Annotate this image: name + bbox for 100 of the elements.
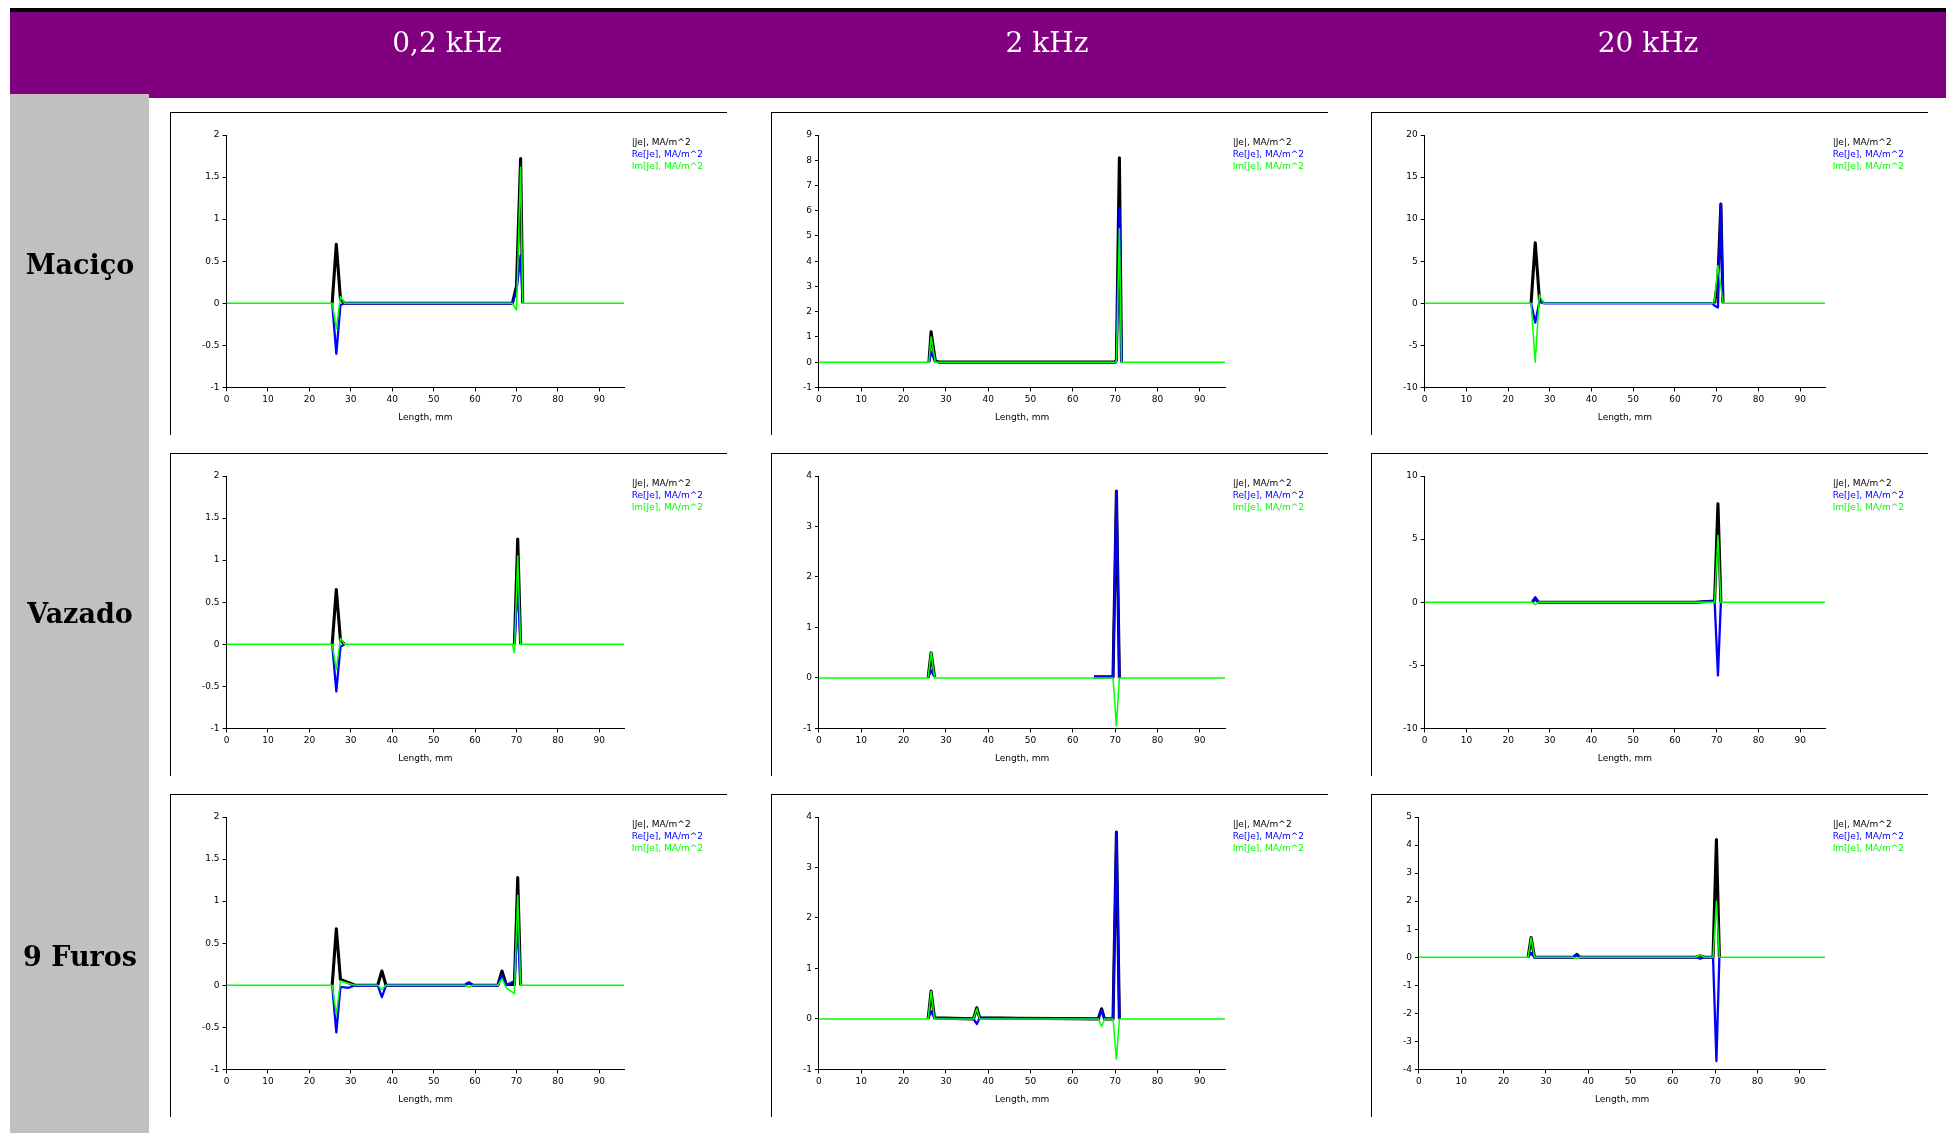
- x-tick-label: 0: [223, 1076, 230, 1087]
- x-axis-title: Length, mm: [1594, 1093, 1650, 1104]
- text: Im[Je], MA/m^2: [1232, 501, 1305, 512]
- x-tick-label: 30: [1540, 1076, 1552, 1087]
- text: |Je|, MA/m^2: [1232, 477, 1292, 488]
- y-tick-label: -0.5: [202, 1021, 220, 1032]
- x-tick-label: 10: [262, 735, 274, 746]
- x-tick-label: 20: [303, 394, 316, 405]
- text: Im[Je], MA/m^2: [1232, 842, 1305, 853]
- y-tick-label: 0.5: [205, 937, 220, 948]
- x-tick-label: 0: [1421, 735, 1428, 746]
- y-tick-label: 1.5: [205, 512, 220, 523]
- x-tick-label: 80: [552, 1076, 564, 1087]
- x-tick-label: 80: [552, 394, 564, 405]
- x-tick-label: 90: [1194, 394, 1206, 405]
- x-tick-label: 30: [940, 394, 952, 405]
- y-tick-label: 1: [213, 895, 220, 906]
- x-tick-label: 80: [1752, 394, 1765, 405]
- x-axis-title: Length, mm: [398, 411, 453, 422]
- y-tick-label: 5: [806, 230, 812, 241]
- y-tick-label: -10: [1403, 722, 1418, 733]
- x-tick-label: 10: [1455, 1076, 1468, 1087]
- y-tick-label: 0: [1406, 951, 1413, 962]
- y-tick-label: 6: [806, 205, 813, 216]
- text: 20 kHz: [1597, 26, 1699, 59]
- x-tick-label: 70: [510, 735, 523, 746]
- x-tick-label: 20: [1502, 394, 1515, 405]
- x-tick-label: 40: [1585, 735, 1598, 746]
- y-tick-label: -1: [210, 1063, 220, 1074]
- y-tick-label: 0: [213, 638, 220, 649]
- text: |Je|, MA/m^2: [1832, 477, 1892, 488]
- x-tick-label: 70: [510, 394, 523, 405]
- text: |Je|, MA/m^2: [631, 477, 691, 488]
- y-tick-label: 3: [806, 520, 812, 531]
- text: |Je|, MA/m^2: [631, 818, 691, 829]
- y-tick-label: 5: [1406, 811, 1412, 822]
- y-tick-label: 0: [806, 356, 813, 367]
- x-tick-label: 40: [386, 735, 399, 746]
- y-tick-label: 4: [806, 470, 813, 481]
- y-tick-label: 20: [1406, 129, 1418, 140]
- y-tick-label: 2: [806, 912, 812, 923]
- x-tick-label: 30: [345, 394, 357, 405]
- y-tick-label: 0: [1411, 596, 1418, 607]
- x-tick-label: 0: [223, 394, 230, 405]
- text: Im[Je], MA/m^2: [1832, 842, 1905, 853]
- y-tick-label: -10: [1403, 381, 1418, 392]
- x-tick-label: 10: [262, 1076, 274, 1087]
- y-tick-label: 3: [806, 861, 812, 872]
- y-tick-label: 5: [1411, 533, 1418, 544]
- x-tick-label: 80: [1151, 1076, 1164, 1087]
- text: 2 kHz: [1005, 26, 1089, 59]
- x-tick-label: 10: [855, 735, 868, 746]
- x-tick-label: 40: [1585, 394, 1598, 405]
- x-tick-label: 80: [552, 735, 564, 746]
- x-tick-label: 20: [897, 735, 910, 746]
- x-tick-label: 80: [1151, 394, 1164, 405]
- x-tick-label: 70: [1109, 394, 1122, 405]
- text: 9 Furos: [23, 940, 137, 972]
- x-tick-label: 20: [1502, 735, 1515, 746]
- y-tick-label: 4: [806, 811, 813, 822]
- y-tick-label: -1: [210, 381, 220, 392]
- x-tick-label: 50: [1624, 1076, 1637, 1087]
- x-tick-label: 10: [1460, 735, 1473, 746]
- x-tick-label: 60: [469, 1076, 482, 1087]
- y-tick-label: 2: [1406, 895, 1412, 906]
- y-tick-label: 1: [1406, 923, 1412, 934]
- y-tick-label: -5: [1408, 659, 1418, 670]
- x-axis-title: Length, mm: [1597, 411, 1653, 422]
- x-tick-label: 80: [1151, 735, 1164, 746]
- y-tick-label: 7: [806, 179, 812, 190]
- y-tick-label: 9: [806, 129, 813, 140]
- x-tick-label: 40: [386, 394, 399, 405]
- x-tick-label: 90: [593, 735, 606, 746]
- text: Im[Je], MA/m^2: [1832, 160, 1905, 171]
- y-tick-label: -1: [802, 381, 812, 392]
- x-tick-label: 30: [940, 1076, 952, 1087]
- y-tick-label: 2: [806, 306, 812, 317]
- x-axis-title: Length, mm: [398, 1093, 453, 1104]
- x-tick-label: 70: [1710, 735, 1723, 746]
- x-tick-label: 30: [345, 1076, 357, 1087]
- y-tick-label: 1: [213, 213, 220, 224]
- y-tick-label: -5: [1408, 339, 1418, 350]
- y-tick-label: 0.5: [205, 255, 220, 266]
- x-tick-label: 80: [1752, 735, 1765, 746]
- x-tick-label: 90: [593, 1076, 606, 1087]
- y-tick-label: -2: [1402, 1007, 1412, 1018]
- y-tick-label: 10: [1406, 470, 1418, 481]
- y-tick-label: 0: [213, 979, 220, 990]
- x-tick-label: 30: [1544, 735, 1556, 746]
- x-tick-label: 20: [1497, 1076, 1510, 1087]
- y-tick-label: 4: [1406, 839, 1413, 850]
- x-tick-label: 20: [897, 394, 910, 405]
- x-tick-label: 80: [1751, 1076, 1764, 1087]
- y-tick-label: 5: [1411, 255, 1418, 266]
- x-tick-label: 40: [982, 394, 995, 405]
- y-tick-label: 15: [1406, 171, 1418, 182]
- y-tick-label: 1: [806, 331, 812, 342]
- x-tick-label: 60: [1067, 735, 1079, 746]
- text: Re[Je], MA/m^2: [1832, 148, 1904, 159]
- x-tick-label: 10: [855, 1076, 868, 1087]
